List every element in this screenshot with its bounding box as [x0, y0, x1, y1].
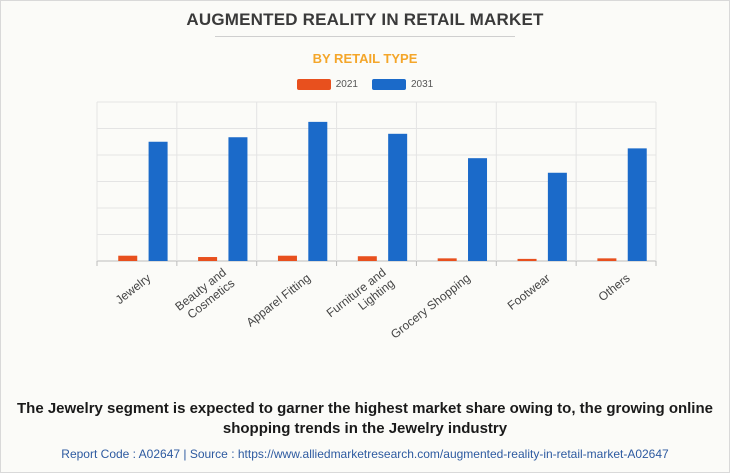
bar-2021-furniture-and-lighting: [357, 256, 377, 261]
x-tick-label-grocery-shopping: Grocery Shopping: [388, 271, 473, 342]
chart-subtitle: BY RETAIL TYPE: [312, 51, 418, 66]
bar-2021-others: [597, 258, 617, 261]
chart-legend: 2021 2031: [0, 79, 730, 90]
x-tick-label-jewelry: Jewelry: [113, 271, 154, 307]
bar-2031-apparel-fitting: [308, 121, 328, 261]
bar-2021-jewelry: [118, 255, 138, 261]
bar-2031-footwear: [547, 172, 567, 261]
bar-2031-furniture-and-lighting: [388, 133, 408, 261]
legend-swatch-2031: [372, 79, 406, 90]
chart-caption: The Jewelry segment is expected to garne…: [17, 400, 713, 437]
bar-2031-others: [627, 148, 647, 261]
chart-title: AUGMENTED REALITY IN RETAIL MARKET: [186, 10, 544, 29]
bar-chart: Jewelry Beauty andCosmetics Apparel Fittin…: [96, 101, 657, 342]
legend-item-2021: 2021: [296, 79, 358, 90]
x-tick-label-others: Others: [596, 271, 633, 304]
title-divider: [215, 36, 515, 37]
x-tick-label-footwear: Footwear: [505, 271, 553, 313]
bar-2031-grocery-shopping: [468, 158, 488, 261]
x-tick-label-apparel-fitting: Apparel Fitting: [244, 271, 314, 330]
x-tick-label-beauty-and-cosmetics: Beauty andCosmetics: [172, 265, 237, 324]
report-source-footer: Report Code : A02647 | Source : https://…: [61, 447, 669, 461]
bar-2021-footwear: [517, 258, 537, 261]
bar-2031-jewelry: [148, 141, 168, 261]
legend-item-2031: 2031: [372, 79, 433, 90]
bar-2031-beauty-and-cosmetics: [228, 137, 248, 261]
legend-label-2021: 2021: [335, 79, 358, 90]
bar-2021-grocery-shopping: [437, 258, 457, 261]
x-tick-label-furniture-and-lighting: Furniture andLighting: [324, 265, 397, 331]
bar-2021-beauty-and-cosmetics: [198, 257, 218, 261]
legend-swatch-2021: [296, 79, 331, 90]
legend-label-2031: 2031: [411, 79, 434, 90]
bar-2021-apparel-fitting: [277, 255, 297, 261]
